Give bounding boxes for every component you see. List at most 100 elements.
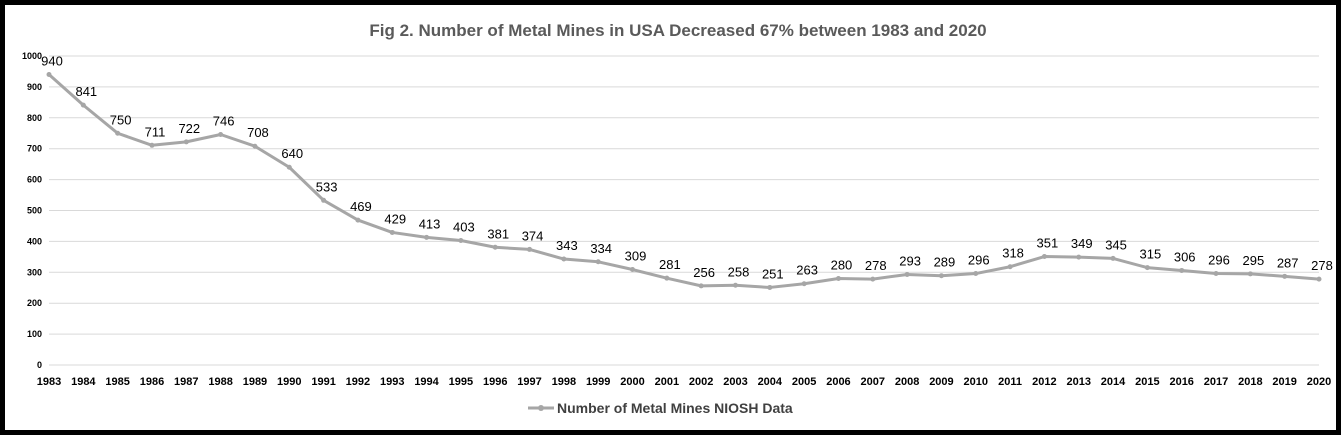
y-axis-tick-labels: 0 100 200 300 400 500 600 700 800 900 1000 <box>22 51 42 370</box>
data-label: 251 <box>762 266 784 281</box>
data-label: 413 <box>419 216 441 231</box>
data-point[interactable] <box>1316 276 1322 282</box>
data-label: 343 <box>556 238 578 253</box>
y-tick-label: 500 <box>27 206 42 216</box>
data-point[interactable] <box>1007 264 1013 270</box>
data-point[interactable] <box>801 281 807 287</box>
data-point[interactable] <box>835 275 841 281</box>
data-label: 403 <box>453 219 475 234</box>
data-point[interactable] <box>46 72 52 78</box>
x-tick-label: 1984 <box>71 376 96 388</box>
data-point[interactable] <box>904 271 910 277</box>
x-axis-tick-labels: 1983 1984 1985 1986 1987 1988 1989 1990 1991 1992… <box>37 376 1331 388</box>
x-tick-label: 1994 <box>414 376 439 388</box>
data-point[interactable] <box>424 234 430 240</box>
x-tick-label: 1992 <box>346 376 370 388</box>
x-tick-label: 2009 <box>929 376 953 388</box>
y-tick-label: 600 <box>27 175 42 185</box>
data-label: 287 <box>1277 255 1299 270</box>
data-point[interactable] <box>218 131 224 137</box>
data-point[interactable] <box>527 246 533 252</box>
y-tick-label: 700 <box>27 144 42 154</box>
x-tick-label: 2007 <box>861 376 885 388</box>
data-point[interactable] <box>732 282 738 288</box>
data-label: 315 <box>1140 247 1162 262</box>
x-tick-label: 2020 <box>1307 376 1331 388</box>
x-tick-label: 2018 <box>1238 376 1262 388</box>
x-tick-label: 2005 <box>792 376 816 388</box>
y-tick-label: 300 <box>27 267 42 277</box>
x-tick-label: 1991 <box>311 376 335 388</box>
x-tick-label: 2014 <box>1101 376 1126 388</box>
data-label: 263 <box>796 263 818 278</box>
x-tick-label: 1987 <box>174 376 198 388</box>
data-point[interactable] <box>595 259 601 265</box>
data-point[interactable] <box>1213 271 1219 277</box>
data-label: 708 <box>247 125 269 140</box>
data-label: 334 <box>590 241 612 256</box>
data-point[interactable] <box>252 143 258 149</box>
data-point[interactable] <box>1076 254 1082 260</box>
x-tick-label: 1983 <box>37 376 61 388</box>
data-label: 278 <box>1311 258 1333 273</box>
data-label: 258 <box>728 264 750 279</box>
x-tick-label: 1993 <box>380 376 404 388</box>
data-label: 381 <box>487 226 509 241</box>
y-tick-label: 200 <box>27 298 42 308</box>
data-label: 841 <box>75 84 97 99</box>
x-tick-label: 1990 <box>277 376 301 388</box>
data-label: 469 <box>350 199 372 214</box>
data-label: 306 <box>1174 249 1196 264</box>
data-label: 295 <box>1242 253 1264 268</box>
x-tick-label: 1985 <box>105 376 129 388</box>
data-point[interactable] <box>698 283 704 289</box>
data-point[interactable] <box>286 164 292 170</box>
data-point[interactable] <box>870 276 876 282</box>
data-point[interactable] <box>767 284 773 290</box>
data-point[interactable] <box>630 267 636 273</box>
data-point[interactable] <box>1179 267 1185 273</box>
data-point[interactable] <box>664 275 670 281</box>
data-label: 351 <box>1037 236 1059 251</box>
data-point[interactable] <box>149 142 155 148</box>
x-tick-label: 2012 <box>1032 376 1056 388</box>
data-point[interactable] <box>1144 265 1150 271</box>
legend[interactable]: Number of Metal Mines NIOSH Data <box>528 400 793 416</box>
data-point[interactable] <box>355 217 361 223</box>
x-tick-label: 1999 <box>586 376 610 388</box>
x-tick-label: 2003 <box>723 376 747 388</box>
x-tick-label: 2004 <box>758 376 783 388</box>
line-chart: Fig 2. Number of Metal Mines in USA Decr… <box>22 21 1333 416</box>
x-tick-label: 2000 <box>620 376 644 388</box>
data-labels: 940 841 750 711 722 746 708 640 533 469 429 413 403 3… <box>41 54 1333 282</box>
data-point[interactable] <box>1247 271 1253 277</box>
data-point[interactable] <box>938 273 944 279</box>
data-point[interactable] <box>389 229 395 235</box>
legend-marker <box>538 405 544 411</box>
data-label: 746 <box>213 113 235 128</box>
x-tick-label: 1988 <box>208 376 232 388</box>
x-tick-label: 1997 <box>517 376 541 388</box>
x-tick-label: 2013 <box>1066 376 1090 388</box>
data-label: 296 <box>968 253 990 268</box>
data-point[interactable] <box>1110 255 1116 261</box>
data-label: 640 <box>281 146 303 161</box>
gridlines <box>49 55 1319 335</box>
data-point[interactable] <box>492 244 498 250</box>
x-tick-label: 2008 <box>895 376 919 388</box>
data-point[interactable] <box>1282 273 1288 279</box>
data-point[interactable] <box>973 271 979 277</box>
data-label: 293 <box>899 253 921 268</box>
data-point[interactable] <box>1041 254 1047 260</box>
data-point[interactable] <box>458 237 464 243</box>
x-tick-label: 1986 <box>140 376 164 388</box>
data-point[interactable] <box>80 102 86 108</box>
data-point[interactable] <box>183 139 189 145</box>
y-tick-label: 0 <box>37 360 42 370</box>
data-label: 281 <box>659 257 681 272</box>
x-tick-label: 2006 <box>826 376 850 388</box>
data-point[interactable] <box>561 256 567 262</box>
data-point[interactable] <box>115 130 121 136</box>
data-point[interactable] <box>321 197 327 203</box>
